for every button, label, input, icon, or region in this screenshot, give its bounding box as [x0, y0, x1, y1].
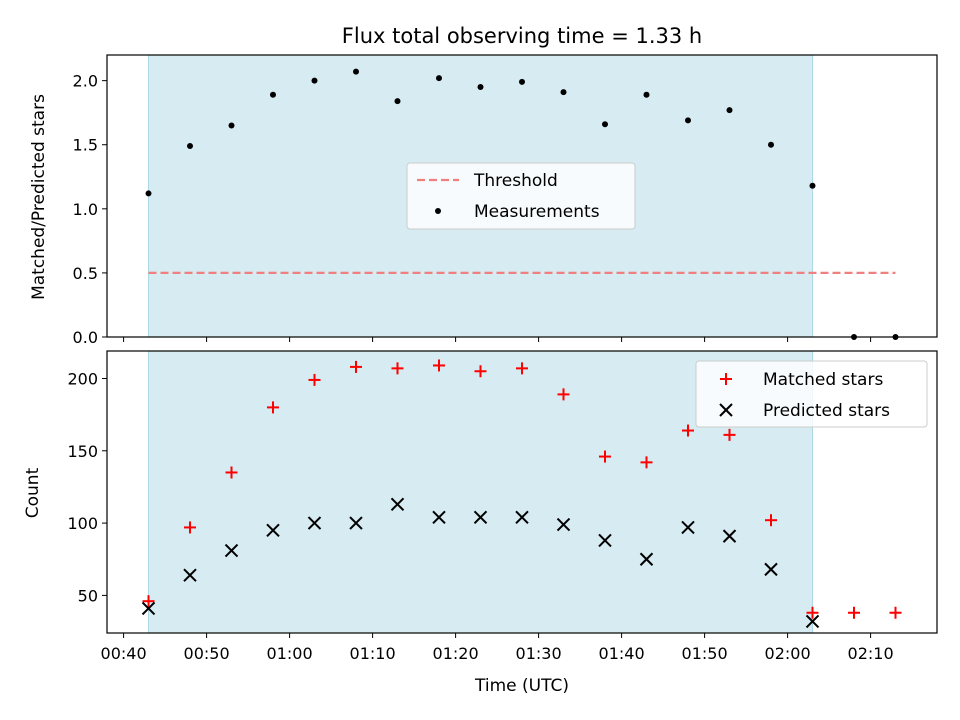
x-axis-label: Time (UTC): [474, 676, 569, 696]
predicted-stars-point: [349, 516, 363, 530]
measurement-point: [145, 190, 152, 197]
predicted-stars-point: [764, 562, 778, 577]
predicted-stars-point: [515, 510, 529, 525]
predicted-legend-label: Predicted stars: [763, 401, 890, 421]
matched-stars-point: [267, 401, 279, 414]
top-y-tick-label: 0.0: [73, 328, 98, 347]
matched-stars-point: [308, 373, 321, 386]
measurement-point: [394, 98, 401, 105]
bottom-y-tick-label: 100: [67, 514, 98, 533]
x-tick-label: 02:10: [848, 644, 894, 663]
matched-legend-label: Matched stars: [763, 370, 883, 390]
x-tick-label: 01:50: [682, 644, 728, 663]
matched-stars-point: [765, 514, 777, 527]
top-y-axis-label: Matched/Predicted stars: [29, 94, 49, 300]
top-y-tick-label: 2.0: [73, 72, 98, 91]
matched-stars-point: [723, 428, 736, 441]
measurement-point: [311, 77, 318, 84]
predicted-stars-point: [681, 520, 695, 535]
predicted-stars-point: [141, 601, 156, 616]
predicted-legend-swatch: [719, 403, 733, 417]
measurements-legend-swatch: [435, 208, 441, 214]
measurement-point: [353, 68, 359, 75]
bottom-y-tick-label: 50: [78, 586, 98, 605]
matched-legend-swatch: [720, 373, 732, 385]
bottom-y-tick-label: 150: [67, 442, 98, 461]
matched-stars-point: [474, 365, 487, 378]
measurement-point: [477, 84, 484, 91]
matched-stars-point: [433, 359, 445, 372]
x-tick-label: 00:40: [101, 644, 147, 663]
measurement-point: [519, 78, 525, 85]
measurement-point: [436, 75, 442, 82]
predicted-stars-point: [307, 516, 322, 530]
bottom-y-axis-label: Count: [23, 467, 43, 518]
top-y-tick-label: 1.0: [73, 200, 98, 219]
measurements-legend-label: Measurements: [474, 202, 600, 222]
bottom-legend-box: [695, 360, 928, 428]
predicted-stars-point: [598, 533, 612, 548]
measurement-point: [726, 107, 733, 114]
predicted-stars-point: [390, 497, 405, 511]
matched-stars-point: [391, 362, 404, 375]
predicted-stars-point: [224, 543, 239, 558]
matched-stars-point: [848, 606, 860, 619]
measurement-point: [187, 143, 193, 150]
predicted-stars-point: [183, 568, 197, 582]
matched-stars-point: [640, 456, 653, 469]
x-tick-label: 01:10: [350, 644, 396, 663]
measurement-point: [809, 182, 816, 189]
x-tick-label: 01:00: [267, 644, 313, 663]
top-legend-box: [406, 162, 636, 230]
bottom-axes-frame: [106, 350, 938, 634]
predicted-stars-point: [473, 510, 488, 525]
measurement-point: [768, 141, 774, 148]
matched-stars-point: [682, 424, 694, 437]
matched-stars-point: [889, 606, 902, 619]
matched-stars-point: [142, 595, 155, 608]
measurement-point: [228, 122, 235, 129]
matched-stars-point: [516, 362, 528, 375]
matched-stars-point: [350, 360, 362, 373]
top-legend: Threshold Measurements: [406, 162, 636, 230]
top-y-tick-label: 1.5: [73, 136, 98, 155]
measurement-point: [270, 91, 276, 98]
bottom-legend: Matched stars Predicted stars: [695, 360, 928, 428]
matched-stars-point: [599, 450, 611, 463]
matched-stars-point: [225, 466, 238, 479]
x-tick-label: 01:20: [433, 644, 479, 663]
bottom-y-tick-label: 200: [67, 369, 98, 388]
predicted-stars-point: [266, 523, 280, 538]
x-tick-label: 01:40: [599, 644, 645, 663]
predicted-stars-point: [805, 614, 820, 629]
measurement-point: [560, 89, 567, 96]
predicted-stars-point: [639, 552, 654, 566]
predicted-stars-point: [432, 510, 446, 525]
x-tick-label: 02:00: [765, 644, 811, 663]
x-tick-label: 01:30: [516, 644, 562, 663]
measurement-point: [643, 91, 650, 98]
top-chart-title: Flux total observing time = 1.33 h: [342, 24, 702, 48]
top-y-tick-label: 0.5: [73, 264, 98, 283]
x-tick-label: 00:50: [184, 644, 230, 663]
top-axes-frame: [106, 54, 938, 338]
predicted-stars-point: [556, 517, 571, 532]
matched-stars-point: [184, 521, 196, 534]
matched-stars-point: [806, 606, 819, 619]
predicted-stars-point: [722, 529, 737, 543]
matched-stars-point: [557, 388, 570, 401]
measurement-point: [602, 121, 608, 128]
threshold-legend-label: Threshold: [473, 171, 558, 191]
measurement-point: [685, 117, 691, 124]
